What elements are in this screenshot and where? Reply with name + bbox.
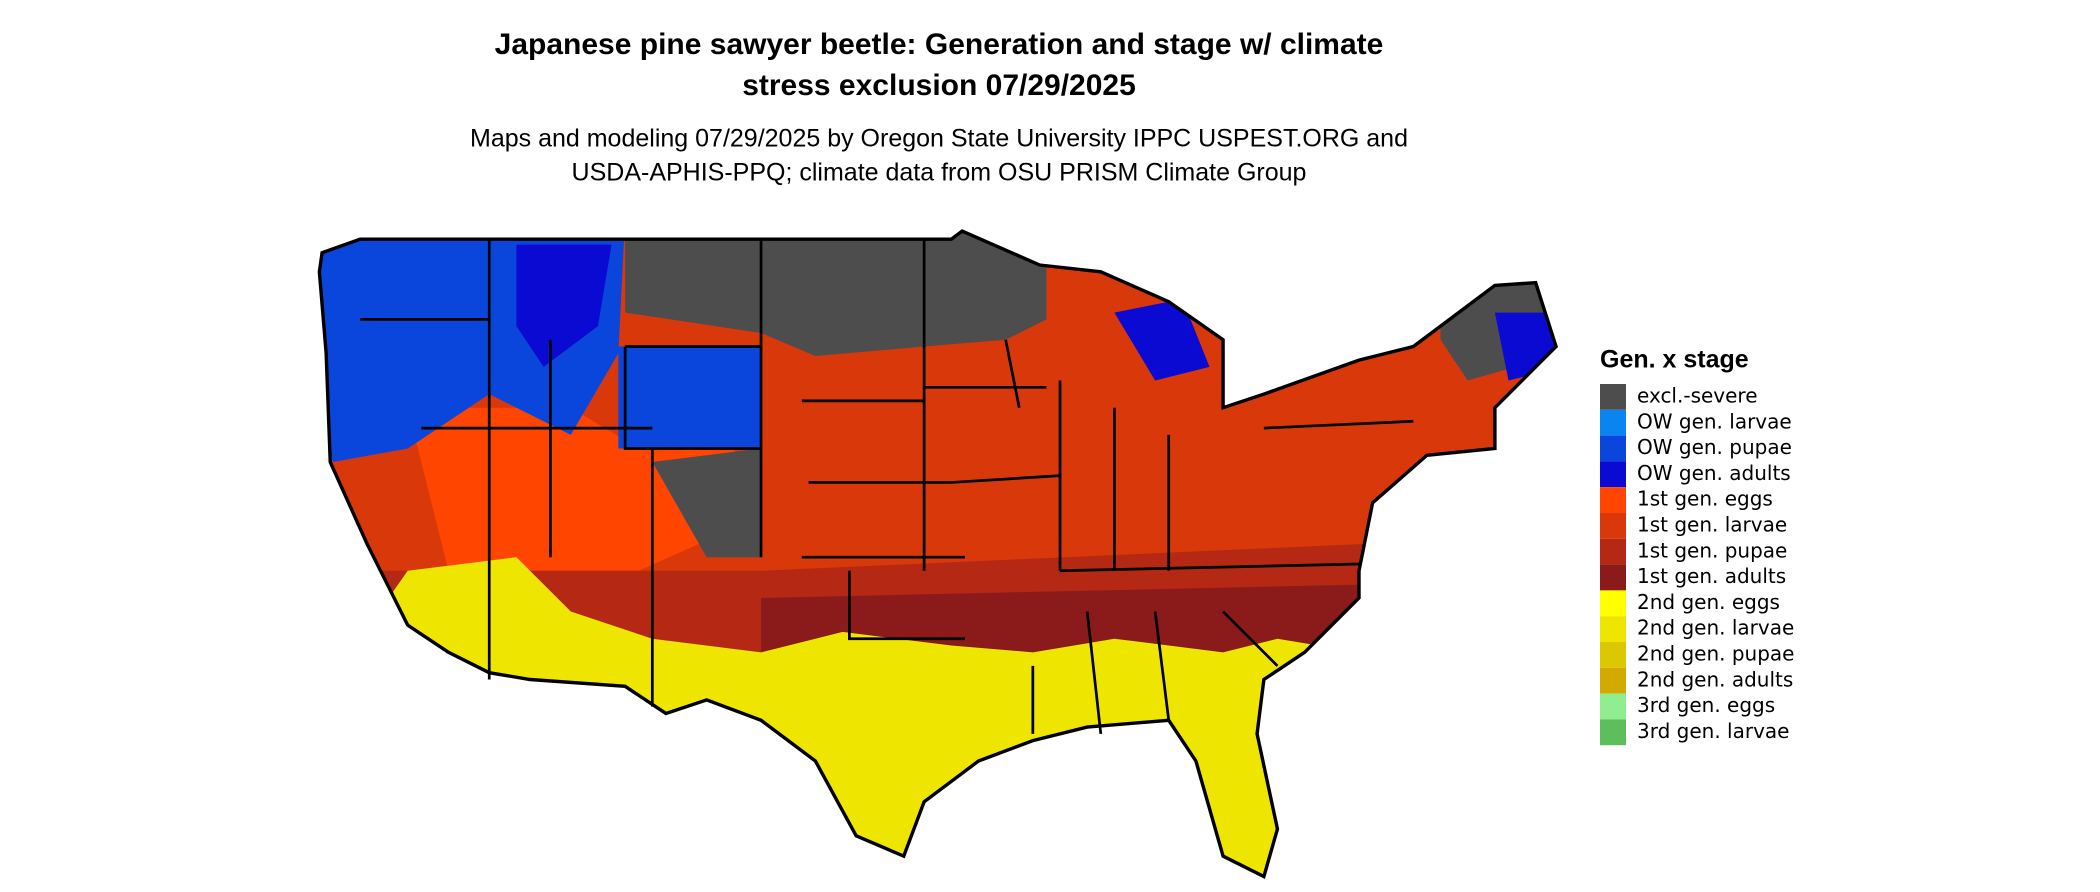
legend-swatch: [1600, 409, 1626, 436]
region: [516, 244, 612, 367]
title: stress exclusion 07/29/2025: [742, 69, 1136, 102]
legend-label: OW gen. larvae: [1637, 409, 1792, 433]
legend-swatch: [1600, 590, 1626, 617]
subtitle: USDA-APHIS-PPQ; climate data from OSU PR…: [572, 159, 1307, 187]
legend-swatch: [1600, 616, 1626, 642]
legend-swatch: [1600, 667, 1626, 694]
state-lines: [360, 239, 1414, 735]
legend-swatch: [1600, 513, 1626, 539]
legend-label: 2nd gen. adults: [1637, 667, 1793, 691]
map: [317, 229, 1558, 879]
legend-label: 3rd gen. eggs: [1637, 693, 1775, 717]
legend-swatch: [1600, 642, 1626, 668]
legend-label: 1st gen. pupae: [1637, 538, 1787, 562]
legend-title: Gen. x stage: [1600, 346, 1749, 374]
legend-label: 2nd gen. pupae: [1637, 642, 1794, 666]
region: [652, 448, 762, 558]
title: Japanese pine sawyer beetle: Generation …: [495, 28, 1384, 61]
legend-swatch: [1600, 384, 1626, 410]
legend-label: 2nd gen. larvae: [1637, 616, 1794, 640]
legend-swatch: [1600, 435, 1626, 462]
region: [625, 231, 1047, 357]
legend-swatch: [1600, 564, 1626, 591]
legend-label: excl.-severe: [1637, 384, 1758, 408]
legend-label: 2nd gen. eggs: [1637, 590, 1780, 614]
legend-label: 3rd gen. larvae: [1637, 719, 1789, 743]
region: [618, 346, 762, 449]
subtitle: Maps and modeling 07/29/2025 by Oregon S…: [470, 125, 1408, 153]
legend-swatch: [1600, 693, 1626, 720]
legend-label: 1st gen. eggs: [1637, 487, 1773, 511]
legend-swatch: [1600, 719, 1626, 746]
legend-label: OW gen. adults: [1637, 461, 1791, 485]
legend-label: 1st gen. larvae: [1637, 513, 1787, 537]
legend-swatch: [1600, 487, 1626, 513]
legend-swatch: [1600, 461, 1626, 488]
legend-swatch: [1600, 538, 1626, 565]
legend-label: 1st gen. adults: [1637, 564, 1786, 588]
region: [1114, 298, 1210, 381]
map-regions: [319, 231, 1557, 877]
legend-label: OW gen. pupae: [1637, 435, 1792, 459]
